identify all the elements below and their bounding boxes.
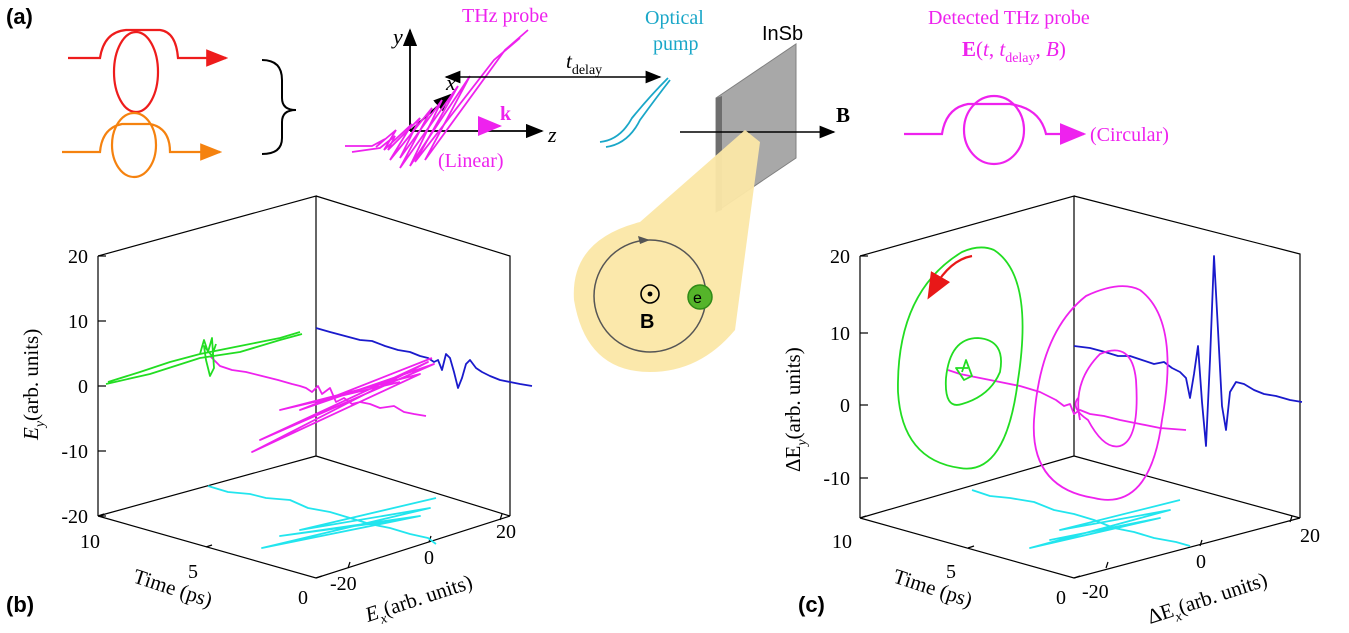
cyclotron-inset bbox=[573, 130, 760, 372]
b-z-tick: 0 bbox=[78, 376, 88, 398]
b-blue-trace bbox=[315, 327, 533, 389]
B-field-label: B bbox=[836, 103, 850, 127]
curly-brace-icon bbox=[261, 59, 297, 155]
c-magenta-trace bbox=[947, 285, 1187, 501]
thz-probe-linear-waveform bbox=[345, 29, 529, 169]
k-label: k bbox=[500, 103, 512, 125]
c-z-tick: 0 bbox=[840, 395, 850, 417]
b-magenta-trace bbox=[209, 355, 435, 453]
detected-probe-label: Detected THz probe bbox=[928, 7, 1090, 29]
c-t-tick: 10 bbox=[832, 531, 852, 553]
insb-label: InSb bbox=[762, 23, 803, 45]
c-z-tick: 20 bbox=[830, 246, 850, 268]
b-z-axis-label: Ey(arb. units) bbox=[19, 329, 48, 441]
b-x-tick: 0 bbox=[424, 547, 434, 569]
c-blue-trace bbox=[1073, 255, 1303, 447]
b-green-trace bbox=[105, 331, 303, 385]
c-t-tick: 5 bbox=[946, 561, 956, 583]
optical-pump-label-2: pump bbox=[653, 33, 699, 55]
linear-label: (Linear) bbox=[438, 150, 504, 172]
detected-circular-pulse-icon bbox=[904, 94, 1087, 166]
b-cyan-trace bbox=[207, 485, 437, 549]
electron-label: e bbox=[693, 290, 702, 307]
b-z-tick: -10 bbox=[61, 441, 88, 463]
axis-z-label: z bbox=[547, 122, 557, 147]
c-z-tick: 10 bbox=[830, 323, 850, 345]
c-x-axis-label: ΔEx(arb. units) bbox=[1144, 567, 1272, 633]
b-time-axis-label: Time (ps) bbox=[130, 564, 215, 612]
c-z-axis-label: ΔEy(arb. units) bbox=[781, 347, 810, 472]
c-green-trace bbox=[897, 246, 1024, 470]
t-delay-label: tdelay bbox=[566, 49, 602, 78]
b-t-tick: 5 bbox=[188, 561, 198, 583]
b-t-tick: 0 bbox=[298, 587, 308, 609]
b-x-tick: -20 bbox=[330, 573, 357, 595]
panel-label-c: (c) bbox=[798, 592, 825, 617]
thz-probe-label: THz probe bbox=[462, 5, 548, 27]
c-x-tick: 0 bbox=[1196, 551, 1206, 573]
b-x-axis-label: Ex(arb. units) bbox=[361, 570, 477, 632]
b-t-tick: 10 bbox=[80, 531, 100, 553]
c-x-tick: -20 bbox=[1082, 581, 1109, 603]
circular-label: (Circular) bbox=[1090, 124, 1169, 146]
panel-b-3d-axes bbox=[97, 195, 511, 579]
axis-y-label: y bbox=[391, 24, 403, 49]
rotation-direction-arrow bbox=[927, 254, 973, 300]
inset-B-label: B bbox=[640, 311, 654, 333]
c-cyan-trace bbox=[971, 489, 1191, 549]
b-z-tick: -20 bbox=[61, 506, 88, 528]
optical-pump-pulse bbox=[599, 77, 671, 148]
panel-label-a: (a) bbox=[6, 4, 33, 29]
b-x-tick: 20 bbox=[496, 521, 516, 543]
panel-label-b: (b) bbox=[6, 592, 34, 617]
c-x-tick: 20 bbox=[1300, 525, 1320, 547]
optical-pump-label-1: Optical bbox=[645, 7, 704, 29]
c-time-axis-label: Time (ps) bbox=[890, 564, 975, 612]
orange-circular-pulse-icon bbox=[62, 111, 223, 179]
b-z-tick: 10 bbox=[68, 311, 88, 333]
field-expression: E(t, tdelay, B) bbox=[962, 37, 1066, 66]
c-t-tick: 0 bbox=[1056, 587, 1066, 609]
red-circular-pulse-icon bbox=[68, 28, 229, 114]
panel-c-3d-axes bbox=[859, 195, 1301, 579]
c-z-tick: -10 bbox=[823, 468, 850, 490]
b-z-tick: 20 bbox=[68, 246, 88, 268]
